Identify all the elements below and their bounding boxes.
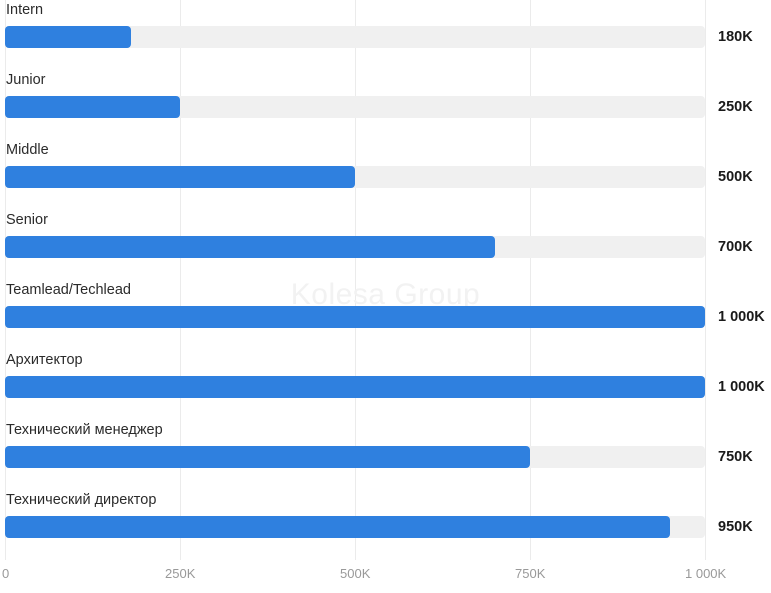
bar-track xyxy=(5,516,705,538)
x-tick-label: 250K xyxy=(165,566,196,581)
bar-value-label: 500K xyxy=(718,169,753,185)
gridline-250K xyxy=(180,0,181,560)
gridline-500K xyxy=(355,0,356,560)
bar-row: Middle 500K xyxy=(0,140,771,210)
bar-fill[interactable] xyxy=(5,516,670,538)
bar-category-label: Архитектор xyxy=(6,352,83,368)
bar-category-label: Технический менеджер xyxy=(6,422,163,438)
bar-fill[interactable] xyxy=(5,26,131,48)
gridline-1000K xyxy=(705,0,706,560)
bar-fill[interactable] xyxy=(5,306,705,328)
bar-fill[interactable] xyxy=(5,166,355,188)
bar-category-label: Junior xyxy=(6,72,46,88)
bar-fill[interactable] xyxy=(5,96,180,118)
bar-category-label: Senior xyxy=(6,212,48,228)
bar-fill[interactable] xyxy=(5,376,705,398)
bar-track xyxy=(5,96,705,118)
bar-track xyxy=(5,26,705,48)
bar-value-label: 1 000K xyxy=(718,309,765,325)
bar-category-label: Teamlead/Techlead xyxy=(6,282,131,298)
x-tick-label: 500K xyxy=(340,566,371,581)
bar-fill[interactable] xyxy=(5,236,495,258)
plot-area: Kolesa Group Intern 180K Junior 250K Middle 5… xyxy=(0,0,771,560)
bar-track xyxy=(5,376,705,398)
bar-track xyxy=(5,236,705,258)
bar-row: Junior 250K xyxy=(0,70,771,140)
bar-category-label: Технический директор xyxy=(6,492,157,508)
bar-value-label: 700K xyxy=(718,239,753,255)
bar-track xyxy=(5,166,705,188)
x-axis: 0 250K 500K 750K 1 000K xyxy=(0,560,771,593)
bar-track xyxy=(5,446,705,468)
gridline-750K xyxy=(530,0,531,560)
bar-value-label: 750K xyxy=(718,449,753,465)
x-tick-label: 0 xyxy=(2,566,10,581)
x-tick-label: 750K xyxy=(515,566,546,581)
x-tick-label: 1 000K xyxy=(685,566,727,581)
bar-value-label: 250K xyxy=(718,99,753,115)
bar-category-label: Intern xyxy=(6,2,44,18)
bar-row: Технический директор 950K xyxy=(0,490,771,560)
bar-track xyxy=(5,306,705,328)
bar-value-label: 1 000K xyxy=(718,379,765,395)
bar-row: Senior 700K xyxy=(0,210,771,280)
gridline-0 xyxy=(5,0,6,560)
bar-category-label: Middle xyxy=(6,142,49,158)
bar-value-label: 180K xyxy=(718,29,753,45)
bar-row: Технический менеджер 750K xyxy=(0,420,771,490)
bar-value-label: 950K xyxy=(718,519,753,535)
bar-row: Intern 180K xyxy=(0,0,771,70)
bar-fill[interactable] xyxy=(5,446,530,468)
bar-row: Архитектор 1 000K xyxy=(0,350,771,420)
bar-row: Teamlead/Techlead 1 000K xyxy=(0,280,771,350)
